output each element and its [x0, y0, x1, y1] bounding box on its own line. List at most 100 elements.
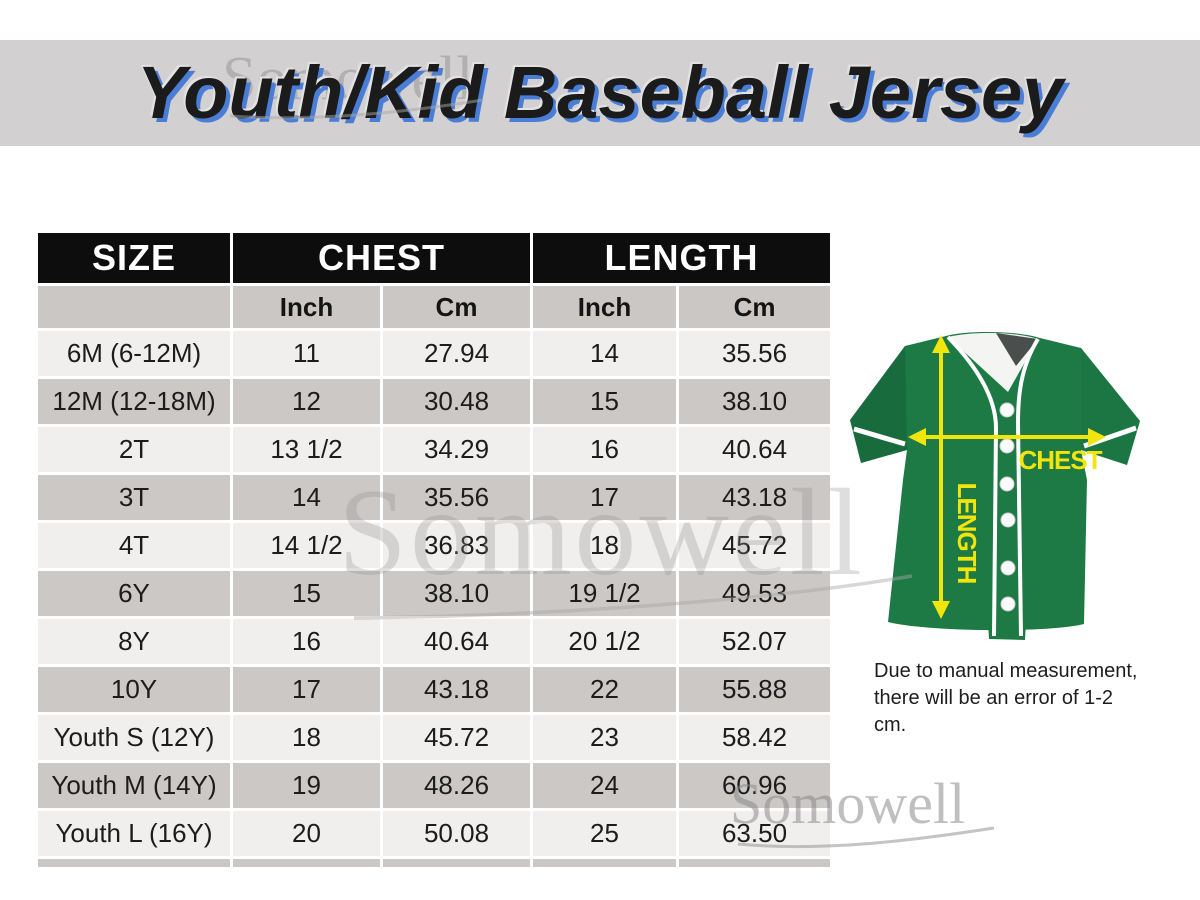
length-inch-cell: 17: [533, 475, 677, 520]
table-row: 12M (12-18M) 12 30.48 15 38.10: [38, 379, 831, 424]
chest-cm-cell: 48.26: [383, 763, 531, 808]
title-banner: [0, 40, 1200, 146]
chest-cm-cell: 34.29: [383, 427, 531, 472]
length-cm-cell: 49.53: [679, 571, 831, 616]
length-inch-cell: 22: [533, 667, 677, 712]
length-inch-cell: 18: [533, 523, 677, 568]
chest-inch-cell: 12: [233, 379, 380, 424]
chest-inch-cell: 14 1/2: [233, 523, 380, 568]
measurement-note: Due to manual measurement, there will be…: [874, 658, 1144, 739]
length-inch-cell: 14: [533, 331, 677, 376]
chest-inch-cell: 14: [233, 475, 380, 520]
chest-inch-cell: 11: [233, 331, 380, 376]
length-inch-cell: 23: [533, 715, 677, 760]
length-cm-cell: 63.50: [679, 811, 831, 856]
length-cm-cell: 35.56: [679, 331, 831, 376]
chest-arrow-label: CHEST: [1018, 445, 1102, 475]
length-inch-cell: 16: [533, 427, 677, 472]
jersey-buttons: [999, 402, 1016, 612]
table-bottom-strip: [38, 859, 831, 867]
chest-cm-cell: 30.48: [383, 379, 531, 424]
length-inch-cell: 24: [533, 763, 677, 808]
table-row: 10Y 17 43.18 22 55.88: [38, 667, 831, 712]
chest-inch-cell: 15: [233, 571, 380, 616]
length-inch-cell: 20 1/2: [533, 619, 677, 664]
length-inch-cell: 15: [533, 379, 677, 424]
length-inch-cell: 25: [533, 811, 677, 856]
length-arrow-icon: [932, 335, 950, 619]
table-row: 3T 14 35.56 17 43.18: [38, 475, 831, 520]
table-row: 6M (6-12M) 11 27.94 14 35.56: [38, 331, 831, 376]
chest-cm-cell: 27.94: [383, 331, 531, 376]
watermark-swoosh-bottom: [737, 826, 995, 849]
chest-cm-cell: 38.10: [383, 571, 531, 616]
size-cell: 12M (12-18M): [38, 379, 230, 424]
table-row: 2T 13 1/2 34.29 16 40.64: [38, 427, 831, 472]
chest-cm-cell: 50.08: [383, 811, 531, 856]
length-cm-cell: 40.64: [679, 427, 831, 472]
length-cm-cell: 45.72: [679, 523, 831, 568]
left-sleeve-stripe: [853, 426, 906, 447]
size-cell: 2T: [38, 427, 230, 472]
length-arrow-label: LENGTH: [952, 483, 982, 584]
length-cm-cell: 55.88: [679, 667, 831, 712]
size-cell: 6Y: [38, 571, 230, 616]
chest-inch-cell: 18: [233, 715, 380, 760]
size-chart-table: SIZE CHEST LENGTH Inch Cm Inch Cm 6M (6-…: [35, 230, 833, 870]
jersey-illustration: CHEST LENGTH: [850, 332, 1140, 640]
size-cell: 6M (6-12M): [38, 331, 230, 376]
placket-piping-right: [1015, 337, 1040, 637]
length-cm-cell: 38.10: [679, 379, 831, 424]
chest-inch-cell: 19: [233, 763, 380, 808]
header-chest: CHEST: [233, 233, 531, 283]
chest-inch-cell: 13 1/2: [233, 427, 380, 472]
length-cm-cell: 58.42: [679, 715, 831, 760]
watermark-swoosh-top: [229, 98, 484, 120]
jersey-placket-tab: [988, 622, 1026, 640]
chest-arrow-icon: [908, 428, 1106, 446]
measurement-note-line2: there will be an error of 1-2 cm.: [874, 687, 1114, 736]
size-cell: 10Y: [38, 667, 230, 712]
watermark-top: Somowell: [222, 45, 474, 113]
size-cell: Youth L (16Y): [38, 811, 230, 856]
chest-inch-cell: 16: [233, 619, 380, 664]
table-row: Youth M (14Y) 19 48.26 24 60.96: [38, 763, 831, 808]
chest-cm-cell: 45.72: [383, 715, 531, 760]
length-cm-cell: 52.07: [679, 619, 831, 664]
watermark-middle: Somowell: [338, 464, 865, 601]
watermark-bottom: Somowell: [730, 771, 966, 836]
chest-cm-cell: 35.56: [383, 475, 531, 520]
chest-cm-cell: 40.64: [383, 619, 531, 664]
length-inch-cell: 19 1/2: [533, 571, 677, 616]
table-header-row: SIZE CHEST LENGTH: [38, 233, 831, 283]
table-row: 4T 14 1/2 36.83 18 45.72: [38, 523, 831, 568]
size-cell: 3T: [38, 475, 230, 520]
subheader-length-inch: Inch: [533, 286, 677, 328]
table-row: Youth S (12Y) 18 45.72 23 58.42: [38, 715, 831, 760]
page-title: Youth/Kid Baseball Jersey: [136, 51, 1064, 134]
chest-cm-cell: 36.83: [383, 523, 531, 568]
size-cell: 8Y: [38, 619, 230, 664]
chest-inch-cell: 17: [233, 667, 380, 712]
subheader-chest-cm: Cm: [383, 286, 531, 328]
size-cell: Youth S (12Y): [38, 715, 230, 760]
subheader-length-cm: Cm: [679, 286, 831, 328]
subheader-chest-inch: Inch: [233, 286, 380, 328]
header-size: SIZE: [38, 233, 230, 283]
length-cm-cell: 43.18: [679, 475, 831, 520]
table-row: Youth L (16Y) 20 50.08 25 63.50: [38, 811, 831, 856]
chest-cm-cell: 43.18: [383, 667, 531, 712]
table-row: 8Y 16 40.64 20 1/2 52.07: [38, 619, 831, 664]
size-cell: Youth M (14Y): [38, 763, 230, 808]
size-cell: 4T: [38, 523, 230, 568]
table-row: 6Y 15 38.10 19 1/2 49.53: [38, 571, 831, 616]
length-cm-cell: 60.96: [679, 763, 831, 808]
header-length: LENGTH: [533, 233, 831, 283]
table-subheader-row: Inch Cm Inch Cm: [38, 286, 831, 328]
watermark-swoosh-middle: [353, 574, 913, 620]
chest-inch-cell: 20: [233, 811, 380, 856]
jersey-left-sleeve-shade: [850, 346, 907, 463]
measurement-note-line1: Due to manual measurement,: [874, 660, 1138, 682]
subheader-empty: [38, 286, 230, 328]
collar-shadow: [996, 333, 1038, 366]
